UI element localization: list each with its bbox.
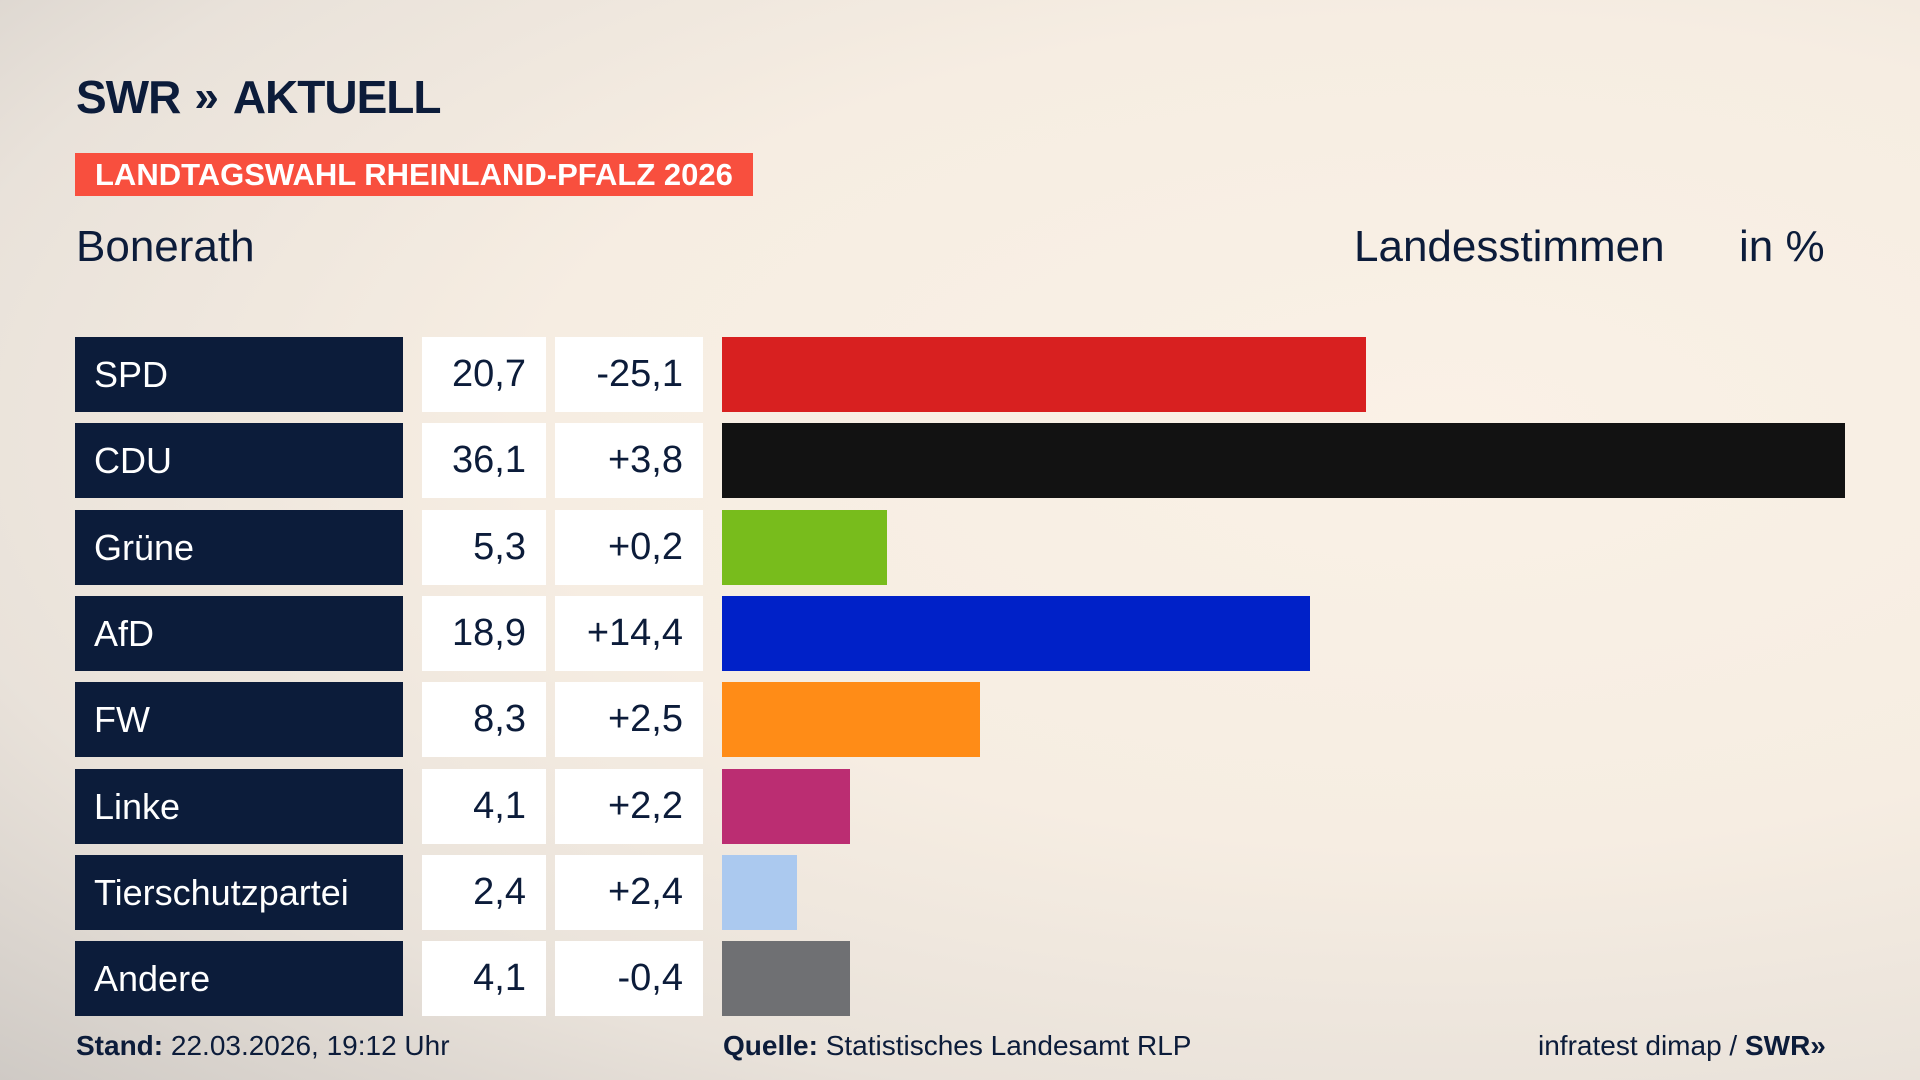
bar-spd (722, 337, 1366, 412)
result-row: Andere 4,1 -0,4 (75, 941, 1875, 1017)
result-row: Linke 4,1 +2,2 (75, 768, 1875, 844)
quelle-label: Quelle: (723, 1030, 818, 1061)
party-label: Andere (75, 941, 403, 1017)
vote-share: 20,7 (422, 337, 546, 412)
party-label: CDU (75, 423, 403, 499)
vote-change: -0,4 (555, 941, 703, 1017)
quelle: Quelle: Statistisches Landesamt RLP (723, 1030, 1191, 1062)
party-label: FW (75, 682, 403, 758)
party-label: SPD (75, 337, 403, 412)
result-row: Grüne 5,3 +0,2 (75, 509, 1875, 585)
result-row: Tierschutzpartei 2,4 +2,4 (75, 854, 1875, 930)
quelle-value: Statistisches Landesamt RLP (825, 1030, 1192, 1061)
logo-swr: SWR (76, 71, 181, 123)
logo-aktuell: AKTUELL (232, 71, 442, 123)
votes-label: Landesstimmen (1354, 222, 1665, 271)
swr-logo-small: SWR» (1744, 1030, 1826, 1061)
bar-andere (722, 941, 850, 1017)
unit-label: in % (1739, 222, 1825, 271)
party-label: Tierschutzpartei (75, 854, 403, 930)
result-row: SPD 20,7 -25,1 (75, 337, 1875, 412)
vote-change: +14,4 (555, 595, 703, 671)
vote-change: +2,5 (555, 682, 703, 758)
vote-share: 2,4 (422, 854, 546, 930)
stand-value: 22.03.2026, 19:12 Uhr (170, 1030, 450, 1061)
vote-change: +0,2 (555, 509, 703, 585)
logo-arrows-icon: » (194, 72, 219, 121)
result-row: CDU 36,1 +3,8 (75, 423, 1875, 499)
result-row: FW 8,3 +2,5 (75, 682, 1875, 758)
vote-change: +2,4 (555, 854, 703, 930)
bar-grüne (722, 509, 887, 585)
place-name: Bonerath (76, 222, 255, 271)
party-label: Linke (75, 768, 403, 844)
bar-tierschutzpartei (722, 854, 797, 930)
stand-label: Stand: (76, 1030, 164, 1061)
vote-change: -25,1 (555, 337, 703, 412)
credit-text: infratest dimap / (1538, 1030, 1738, 1061)
vote-share: 5,3 (422, 509, 546, 585)
vote-change: +3,8 (555, 423, 703, 499)
bar-fw (722, 682, 981, 758)
party-label: Grüne (75, 509, 403, 585)
swr-aktuell-logo: SWR » AKTUELL (76, 70, 442, 124)
credit: infratest dimap / SWR» (1538, 1030, 1826, 1062)
election-banner: LANDTAGSWAHL RHEINLAND-PFALZ 2026 (75, 153, 753, 196)
vote-share: 36,1 (422, 423, 546, 499)
vote-share: 4,1 (422, 941, 546, 1017)
vote-share: 18,9 (422, 595, 546, 671)
bar-linke (722, 768, 850, 844)
vote-change: +2,2 (555, 768, 703, 844)
result-row: AfD 18,9 +14,4 (75, 595, 1875, 671)
vote-share: 8,3 (422, 682, 546, 758)
party-label: AfD (75, 595, 403, 671)
bar-afd (722, 595, 1310, 671)
vote-share: 4,1 (422, 768, 546, 844)
stand: Stand: 22.03.2026, 19:12 Uhr (76, 1030, 450, 1062)
bar-cdu (722, 423, 1845, 499)
